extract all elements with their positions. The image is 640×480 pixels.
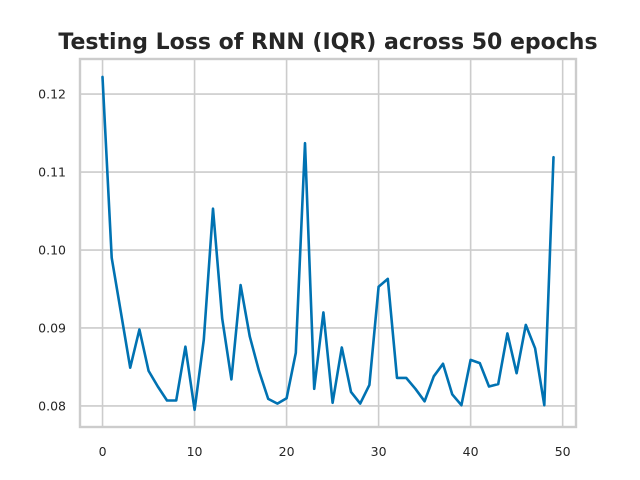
x-tick-label: 0 [99, 444, 107, 459]
y-tick-label: 0.10 [38, 243, 66, 258]
x-tick-label: 10 [187, 444, 203, 459]
x-tick-label: 40 [463, 444, 479, 459]
grid [80, 59, 576, 427]
y-tick-label: 0.09 [38, 320, 66, 335]
series-line-testing-loss [101, 75, 555, 412]
x-tick-label: 30 [371, 444, 387, 459]
series-layer [101, 75, 555, 412]
x-tick-label: 20 [279, 444, 295, 459]
x-tick-label: 50 [555, 444, 571, 459]
y-tick-label: 0.12 [38, 87, 66, 102]
tick-labels: 0 10 20 30 40 50 0.08 0.09 0.10 0.11 0.12 [38, 87, 571, 459]
plot-area-frame [78, 57, 578, 429]
y-tick-label: 0.08 [38, 398, 66, 413]
chart-title: Testing Loss of RNN (IQR) across 50 epoc… [58, 30, 597, 55]
y-tick-label: 0.11 [38, 165, 66, 180]
